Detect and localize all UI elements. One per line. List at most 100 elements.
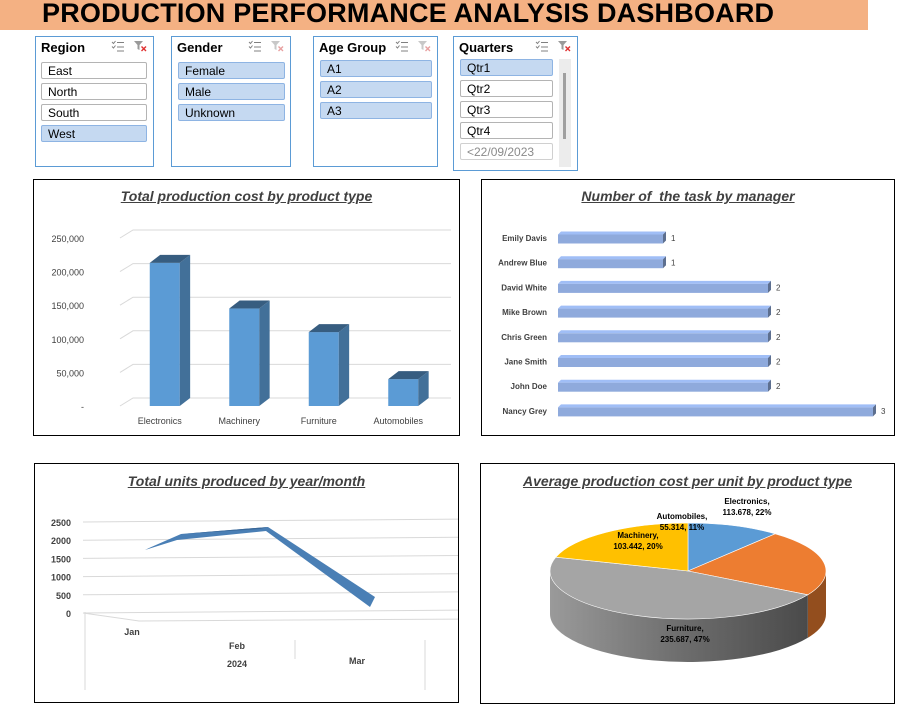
pie-label: 235.687, 47% [660,635,709,644]
x-tick-label: Furniture [301,416,337,426]
bar-machinery [229,308,260,406]
region-item-east[interactable]: East [41,62,147,79]
bar-top [308,324,350,333]
pie-label: Furniture, [666,624,703,633]
region-item-south[interactable]: South [41,104,147,121]
gridline [82,518,458,523]
bar-side [179,254,191,406]
clear-filter-icon[interactable] [417,40,431,52]
production-cost-chart: - 50,000 100,000 150,000 200,000 250,000 Elect… [51,229,451,426]
age-group-slicer: Age Group A1 A2 A3 [313,36,438,167]
units-produced-chart: 0 500 1000 1500 2000 2500 Jan Feb Mar 2024 [51,518,458,690]
multi-select-icon[interactable] [535,40,549,52]
clear-filter-icon[interactable] [270,40,284,52]
bar-electronics [149,262,180,406]
bar-side [768,355,771,367]
bar-side [259,300,270,406]
avg-cost-pie-chart: Electronics, 113.678, 22% Automobiles, 55.3… [549,497,827,662]
x-tick-label: Automobiles [373,416,423,426]
gender-item-unknown[interactable]: Unknown [178,104,285,121]
y-tick-label: 1500 [51,554,71,564]
bar-andrew-blue [558,259,663,269]
pie-label: 103.442, 20% [613,542,662,551]
bar-chris-green [558,333,768,343]
bar-top [558,231,666,235]
multi-select-icon[interactable] [395,40,409,52]
multi-select-icon[interactable] [248,40,262,52]
pie-slice-machinery [555,522,689,572]
data-label: 3 [881,407,886,416]
production-cost-panel: Total production cost by product type - 5… [33,179,460,436]
quarters-item-qtr1[interactable]: Qtr1 [460,59,553,76]
units-produced-panel: Total units produced by year/month 0 500 1… [34,463,459,703]
quarters-item-qtr3[interactable]: Qtr3 [460,101,553,118]
y-tick-label: 250,000 [51,234,84,244]
category-label: David White [501,283,547,292]
y-tick-label: 2500 [51,518,71,528]
data-label: 2 [776,382,781,391]
age-group-item-a1[interactable]: A1 [320,60,432,77]
units-line-series [145,527,375,607]
age-group-item-a3[interactable]: A3 [320,102,432,119]
region-item-north[interactable]: North [41,83,147,100]
bar-side [768,379,771,392]
quarters-scrollbar[interactable] [559,59,571,167]
clear-filter-icon[interactable] [557,40,571,52]
region-slicer-header: Region [41,40,86,55]
bar-john-doe [558,382,768,392]
data-label: 1 [671,234,676,243]
category-label: Emily Davis [502,234,547,243]
y-tick-label: - [81,402,84,412]
bar-top [388,371,429,380]
age-group-item-a2[interactable]: A2 [320,81,432,98]
region-item-west[interactable]: West [41,125,147,142]
category-label: Chris Green [501,333,547,342]
pie-label: 55.314, 11% [660,523,704,532]
y-tick-label: 200,000 [51,268,84,278]
bar-jane-smith [558,358,768,367]
y-tick-label: 500 [56,591,71,601]
x-tick-label: Mar [349,656,366,666]
pie-slice-electronics [686,533,827,596]
x-tick-label: Feb [229,641,246,651]
bar-top [558,280,771,284]
data-label: 2 [776,308,781,317]
bar-david-white [558,283,768,293]
clear-filter-icon[interactable] [133,40,147,52]
gridline [119,296,451,306]
bar-top [558,330,771,334]
gender-item-male[interactable]: Male [178,83,285,100]
quarters-item-qtr2[interactable]: Qtr2 [460,80,553,97]
quarters-item-qtr4[interactable]: Qtr4 [460,122,553,139]
bar-side [663,256,666,269]
pie-slice-automobiles [687,522,777,572]
bar-top [558,305,771,309]
y-tick-label: 50,000 [56,368,84,378]
quarters-item-before-date[interactable]: <22/09/2023 [460,143,553,160]
floor-edge [82,612,458,622]
age-group-slicer-header: Age Group [319,40,387,55]
gridline [82,609,458,614]
gender-slicer: Gender Female Male Unknown [171,36,291,167]
pie-label: Automobiles, [657,512,708,521]
y-tick-label: 100,000 [51,335,84,345]
bar-side [338,324,350,406]
gridline [82,573,458,578]
multi-select-icon[interactable] [111,40,125,52]
gridline [82,555,458,559]
gridline [119,229,451,239]
gender-item-female[interactable]: Female [178,62,285,79]
pie-slice-furniture [549,556,809,620]
y-tick-label: 0 [66,609,71,619]
data-label: 2 [776,333,781,342]
bar-automobiles [388,379,419,406]
bar-mike-brown [558,308,768,318]
bar-top [558,256,666,260]
production-cost-title: Total production cost by product type [120,188,373,204]
x-tick-label: Jan [124,627,140,637]
quarters-scroll-thumb[interactable] [563,73,566,139]
y-tick-label: 150,000 [51,301,84,311]
pie-side-electronics [807,571,826,638]
quarters-slicer-header: Quarters [459,40,514,55]
tasks-by-manager-chart: Emily Davis 1 Andrew Blue 1 David White 2 Mike… [498,231,886,417]
